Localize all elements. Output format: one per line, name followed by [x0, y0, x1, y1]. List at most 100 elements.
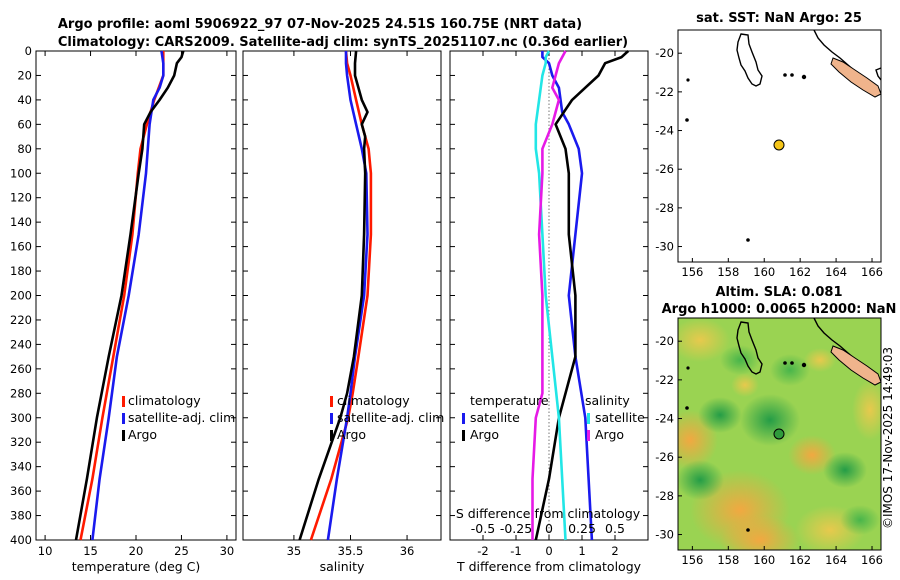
sla-map: [677, 317, 882, 551]
lon-tick-label: 158: [717, 265, 739, 279]
small-islands: [685, 361, 807, 532]
x-tick-label: 25: [174, 544, 189, 558]
series-line-temperature-argo: [534, 50, 630, 541]
island-east: [875, 67, 882, 81]
series-line-temperature-satellite: [541, 51, 594, 541]
difference-legend: temperature satellite Argo salinity sate…: [462, 393, 645, 442]
legend-marker-argo: [122, 430, 125, 441]
main-title-line1: Argo profile: aoml 5906922_97 07-Nov-202…: [58, 17, 582, 32]
lat-tick-label: -28: [655, 201, 674, 215]
sst-map-title: sat. SST: NaN Argo: 25: [696, 11, 862, 26]
sla-map-title-line2: Argo h1000: 0.0065 h2000: NaN: [662, 302, 897, 317]
s-tick-label: 0.5: [605, 521, 625, 536]
lon-tick-label: 156: [681, 265, 703, 279]
lat-tick-label: -22: [655, 373, 674, 387]
x-tick-label: 10: [38, 544, 53, 558]
x-tick-label: 35.5: [338, 544, 364, 558]
warm-sst-patch: [830, 57, 882, 98]
legend-label-sal-argo: Argo: [595, 427, 624, 442]
lon-tick-label: 166: [861, 553, 883, 567]
legend-label-sal-satellite: satellite: [595, 410, 645, 425]
lon-tick-label: 164: [825, 265, 847, 279]
y-tick-label: 80: [17, 142, 32, 156]
legend-label-satellite: satellite-adj. clim: [128, 410, 235, 425]
legend-marker-sal-argo: [587, 430, 590, 441]
y-tick-label: 320: [10, 435, 32, 449]
y-tick-label: 180: [10, 264, 32, 278]
legend-marker-argo: [330, 430, 333, 441]
y-tick-label: 200: [10, 289, 32, 303]
series-line-argo: [74, 50, 185, 541]
coast-patch: [830, 345, 882, 386]
y-tick-label: 0: [25, 44, 32, 58]
main-title-line2: Climatology: CARS2009. Satellite-adj cli…: [58, 35, 628, 50]
sst-map-ticks: 156 158 160 162 164 166 -20 -22 -24 -26 -28 -30: [655, 46, 883, 279]
s-tick-label: 0: [545, 521, 553, 536]
legend-label-temp-satellite: satellite: [470, 410, 520, 425]
salinity-legend: climatology satellite-adj. clim Argo: [330, 393, 444, 442]
lon-tick-label: 162: [789, 553, 811, 567]
series-line-salinity-argo: [531, 50, 567, 540]
lon-tick-label: 166: [861, 265, 883, 279]
lat-tick-label: -26: [655, 162, 674, 176]
legend-label-argo: Argo: [128, 427, 157, 442]
salinity-axes: [242, 50, 442, 541]
lat-tick-label: -30: [655, 240, 674, 254]
lat-tick-label: -22: [655, 85, 674, 99]
lon-tick-label: 156: [681, 553, 703, 567]
y-tick-label: 40: [17, 93, 32, 107]
y-tick-label: 220: [10, 313, 32, 327]
y-tick-label: 20: [17, 68, 32, 82]
s-tick-label: 0.25: [568, 521, 596, 536]
temperature-chart: 10 15 20 25 300 20 40 60 80 100 120 140 160 180 200 220…: [10, 44, 236, 558]
new-caledonia-outline: [736, 321, 763, 375]
y-tick-label: 260: [10, 362, 32, 376]
series-line-argo: [298, 50, 369, 541]
lat-tick-label: -30: [655, 528, 674, 542]
sla-map-ticks: 156 158 160 162 164 166 -20 -22 -24 -26 -28 -30: [655, 334, 883, 567]
y-tick-label: 100: [10, 166, 32, 180]
imos-credit: ©IMOS 17-Nov-2025 14:49:03: [881, 347, 895, 529]
s-difference-axis-label: S difference from climatology: [456, 506, 641, 521]
legend-label-satellite: satellite-adj. clim: [337, 410, 444, 425]
lat-tick-label: -26: [655, 450, 674, 464]
legend-label-climatology: climatology: [128, 393, 201, 408]
lon-tick-label: 160: [753, 265, 775, 279]
y-tick-label: 340: [10, 460, 32, 474]
x-tick-label: 20: [129, 544, 144, 558]
x-tick-label: 1: [578, 544, 585, 558]
lat-tick-label: -20: [655, 46, 674, 60]
y-tick-label: 140: [10, 215, 32, 229]
lon-tick-label: 164: [825, 553, 847, 567]
x-tick-label: 35: [287, 544, 302, 558]
y-tick-label: 280: [10, 386, 32, 400]
temperature-legend: climatology satellite-adj. clim Argo: [122, 393, 235, 442]
s-tick-label: -0.25: [500, 521, 532, 536]
series-line-satellite-adj-clim: [91, 50, 165, 541]
x-tick-label: -1: [510, 544, 521, 558]
legend-marker-sal-satellite: [587, 413, 590, 424]
legend-marker-satellite: [122, 413, 125, 424]
argo-position-marker: [773, 428, 785, 440]
sst-map: [677, 29, 882, 263]
s-difference-ticks: -0.5 -0.25 0 0.25 0.5: [471, 521, 625, 536]
y-tick-label: 300: [10, 411, 32, 425]
legend-title-salinity: salinity: [585, 393, 630, 408]
x-tick-label: 36: [400, 544, 415, 558]
y-tick-label: 160: [10, 240, 32, 254]
legend-marker-temp-argo: [462, 430, 465, 441]
y-tick-label: 60: [17, 117, 32, 131]
temperature-x-label: temperature (deg C): [72, 559, 201, 574]
lat-tick-label: -28: [655, 489, 674, 503]
lon-tick-label: 162: [789, 265, 811, 279]
y-tick-label: 400: [10, 533, 32, 547]
legend-label-climatology: climatology: [337, 393, 410, 408]
small-islands: [685, 73, 807, 242]
difference-chart: -2 -1 0 1 2: [450, 50, 648, 558]
x-tick-label: -2: [477, 544, 488, 558]
legend-marker-satellite: [330, 413, 333, 424]
y-tick-label: 120: [10, 191, 32, 205]
x-tick-label: 15: [83, 544, 98, 558]
new-caledonia-outline: [736, 33, 763, 87]
